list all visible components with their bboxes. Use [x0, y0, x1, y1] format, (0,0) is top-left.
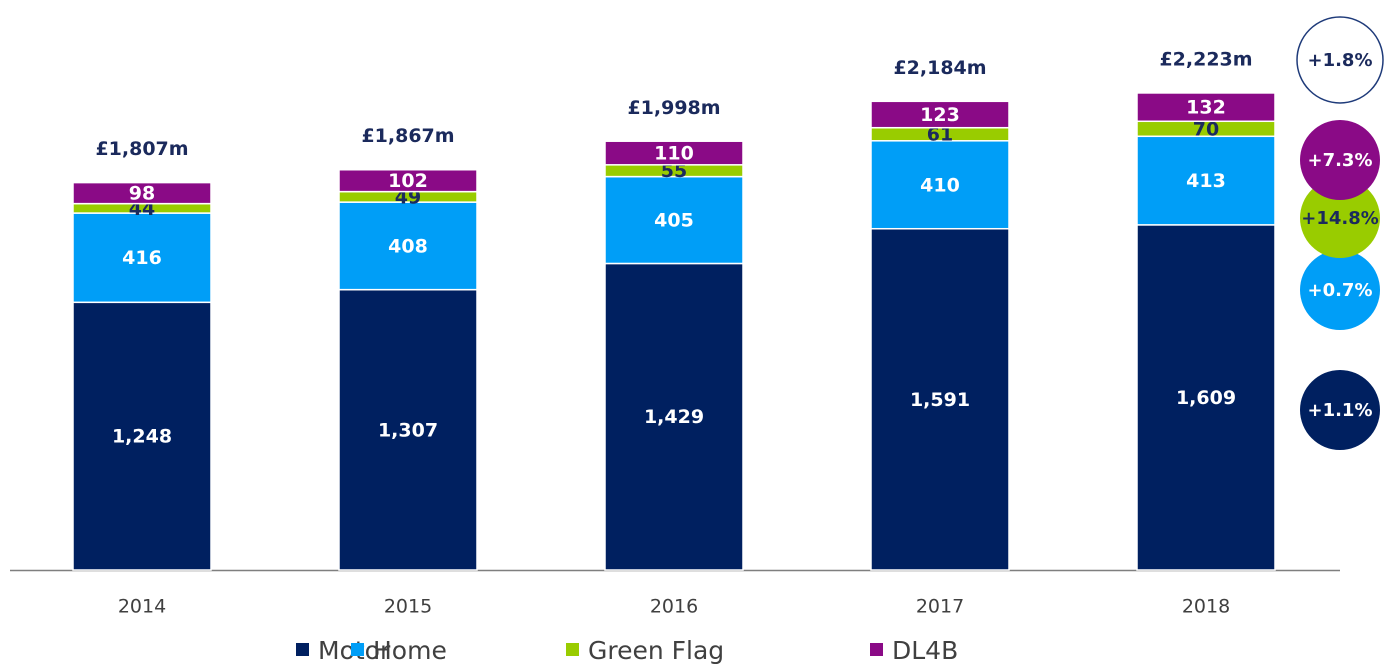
x-tick-label: 2015: [384, 596, 432, 618]
total-label: £1,998m: [627, 97, 720, 119]
x-tick-label: 2014: [118, 596, 166, 618]
bar-segment: [338, 201, 478, 291]
segment-label: 1,609: [1176, 387, 1236, 409]
legend-label: Green Flag: [588, 636, 724, 665]
x-tick-label: 2018: [1182, 596, 1230, 618]
bar-segment: [870, 100, 1010, 129]
legend-swatch: [566, 643, 579, 656]
growth-label: +14.8%: [1301, 208, 1379, 229]
bar-segment: [1136, 224, 1276, 571]
growth-label: +0.7%: [1307, 280, 1372, 301]
segment-label: 410: [920, 174, 960, 196]
legend-swatch: [351, 643, 364, 656]
segment-label: 1,429: [644, 406, 704, 428]
bar-segment: [1136, 92, 1276, 123]
segment-label: 55: [661, 160, 687, 182]
growth-badge: [1296, 16, 1384, 104]
bar-segment: [1136, 135, 1276, 226]
x-tick-label: 2016: [650, 596, 698, 618]
bar-segment: [72, 181, 212, 205]
total-label: £1,807m: [95, 138, 188, 160]
bar-segment: [870, 227, 1010, 571]
segment-label: 110: [654, 143, 694, 165]
segment-label: 408: [388, 235, 428, 257]
bar-segment: [870, 140, 1010, 230]
bar-segment: [604, 262, 744, 571]
legend-label: Home: [373, 636, 447, 665]
segment-label: 416: [122, 247, 162, 269]
segment-label: 1,591: [910, 389, 970, 411]
legend-label: DL4B: [892, 636, 958, 665]
growth-badge: [1300, 250, 1380, 330]
bar-segment: [72, 301, 212, 571]
segment-label: 70: [1193, 118, 1219, 140]
growth-badge: [1300, 120, 1380, 200]
growth-label: +1.1%: [1307, 400, 1372, 421]
bar-segment: [72, 212, 212, 304]
segment-label: 61: [927, 124, 953, 146]
bar-segment: [604, 140, 744, 166]
bar-segment: [604, 175, 744, 265]
segment-label: 1,248: [112, 426, 172, 448]
growth-label: +7.3%: [1307, 150, 1372, 171]
segment-label: 413: [1186, 170, 1226, 192]
bar-segment: [338, 288, 478, 571]
growth-badge: [1300, 178, 1380, 258]
segment-label: 123: [920, 104, 960, 126]
segment-label: 1,307: [378, 419, 438, 441]
segment-label: 102: [388, 170, 428, 192]
total-label: £2,223m: [1159, 49, 1252, 71]
total-label: £1,867m: [361, 125, 454, 147]
legend-swatch: [870, 643, 883, 656]
bar-segment: [338, 168, 478, 193]
total-label: £2,184m: [893, 57, 986, 79]
segment-label: 132: [1186, 97, 1226, 119]
growth-label: +1.8%: [1307, 50, 1372, 71]
segment-label: 98: [129, 183, 155, 205]
growth-badge: [1300, 370, 1380, 450]
segment-label: 405: [654, 210, 694, 232]
legend-swatch: [296, 643, 309, 656]
x-tick-label: 2017: [916, 596, 964, 618]
